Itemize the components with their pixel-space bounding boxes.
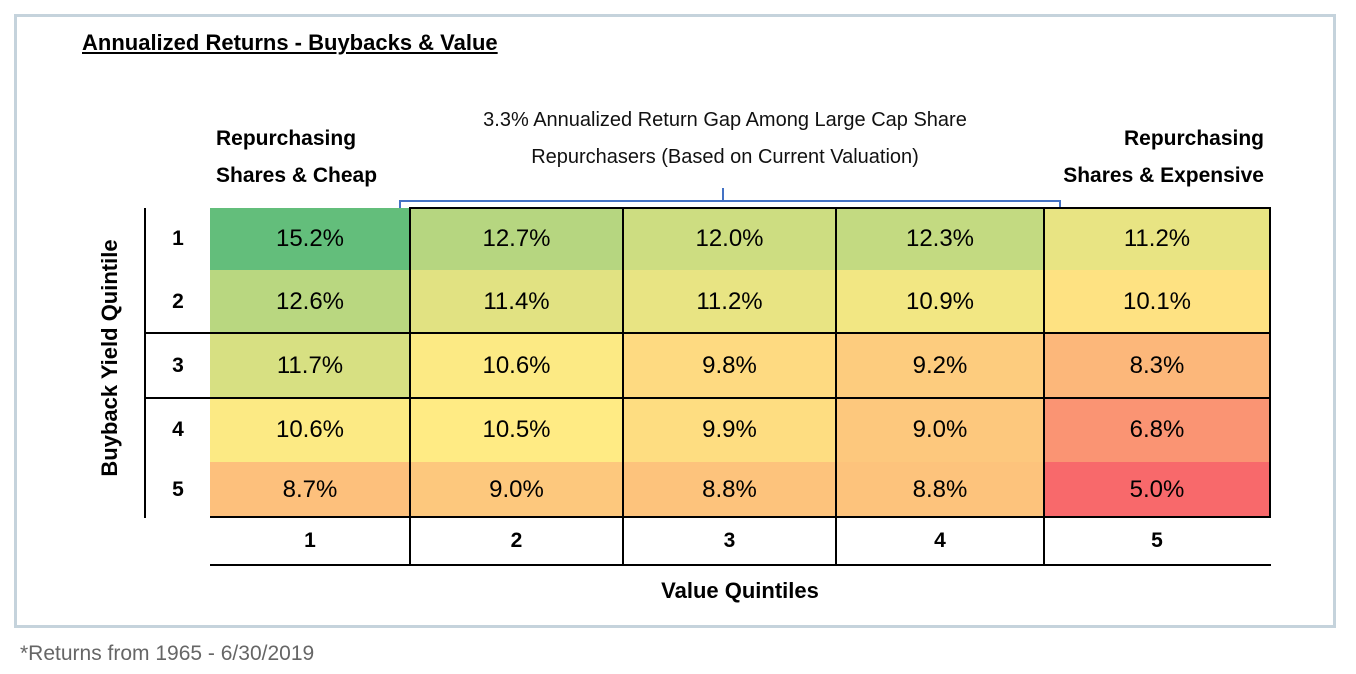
grid-line — [145, 397, 1271, 399]
x-tick-label: 2 — [510, 529, 523, 552]
heatmap-cell: 10.6% — [410, 333, 623, 398]
y-tick-label: 1 — [172, 227, 184, 250]
heatmap-cell: 10.6% — [210, 398, 410, 462]
y-tick-label: 4 — [172, 418, 184, 441]
annotation-cheap-line1: Repurchasing — [216, 127, 357, 150]
heatmap-cell: 9.0% — [410, 462, 623, 517]
heatmap-cell: 8.7% — [210, 462, 410, 517]
y-tick-label: 3 — [172, 353, 184, 377]
grid-line — [409, 207, 411, 565]
annotation-gap-line2: Repurchasers (Based on Current Valuation… — [531, 146, 919, 168]
y-tick-label: 5 — [172, 477, 184, 501]
heatmap-cell: 8.8% — [623, 462, 836, 517]
grid-line — [622, 207, 624, 565]
grid-line — [144, 208, 146, 518]
annotation-cheap-line2: Shares & Cheap — [216, 164, 378, 187]
x-tick-label: 1 — [304, 529, 316, 552]
grid-line — [1043, 207, 1045, 565]
heatmap-cell: 11.7% — [210, 333, 410, 398]
annotation-gap: 3.3% Annualized Return Gap Among Large C… — [400, 102, 1050, 176]
annotation-expensive: Repurchasing Shares & Expensive — [1063, 120, 1264, 194]
heatmap-cell: 9.0% — [836, 398, 1044, 462]
heatmap-cell: 12.7% — [410, 208, 623, 270]
x-tick-label: 5 — [1151, 529, 1163, 552]
annotation-gap-line1: 3.3% Annualized Return Gap Among Large C… — [483, 109, 967, 131]
heatmap-cell: 15.2% — [210, 208, 410, 270]
x-axis-label: Value Quintiles — [661, 578, 819, 603]
heatmap-cell: 8.3% — [1044, 333, 1270, 398]
grid-line — [835, 207, 837, 565]
heatmap-cell: 9.8% — [623, 333, 836, 398]
heatmap-cell: 12.6% — [210, 270, 410, 333]
annotation-expensive-line2: Shares & Expensive — [1063, 164, 1264, 187]
y-tick-label: 2 — [172, 289, 184, 313]
grid-line — [1269, 207, 1271, 518]
heatmap-cell: 11.2% — [623, 270, 836, 333]
heatmap-cell: 9.2% — [836, 333, 1044, 398]
annotation-expensive-line1: Repurchasing — [1123, 127, 1264, 150]
annotation-cheap: Repurchasing Shares & Cheap — [216, 120, 377, 194]
chart-title: Annualized Returns - Buybacks & Value — [82, 30, 498, 55]
heatmap-cell: 8.8% — [836, 462, 1044, 517]
heatmap-cell: 10.9% — [836, 270, 1044, 333]
heatmap-cell: 12.0% — [623, 208, 836, 270]
x-tick-label: 4 — [934, 529, 946, 552]
footnote: *Returns from 1965 - 6/30/2019 — [20, 642, 315, 665]
heatmap-cell: 10.1% — [1044, 270, 1270, 333]
heatmap-cell: 9.9% — [623, 398, 836, 462]
grid-line — [145, 332, 1271, 334]
y-axis-label: Buyback Yield Quintile — [97, 239, 122, 477]
grid-line — [210, 564, 1271, 566]
grid-line — [410, 207, 1271, 209]
grid-line — [210, 516, 1271, 518]
heatmap-cell: 10.5% — [410, 398, 623, 462]
x-tick-label: 3 — [723, 529, 736, 552]
heatmap-cell: 11.4% — [410, 270, 623, 333]
heatmap-cell: 5.0% — [1044, 462, 1270, 517]
heatmap-cell: 11.2% — [1044, 208, 1270, 270]
heatmap-cell: 12.3% — [836, 208, 1044, 270]
chart-frame — [14, 14, 1336, 628]
heatmap-cell: 6.8% — [1044, 398, 1270, 462]
